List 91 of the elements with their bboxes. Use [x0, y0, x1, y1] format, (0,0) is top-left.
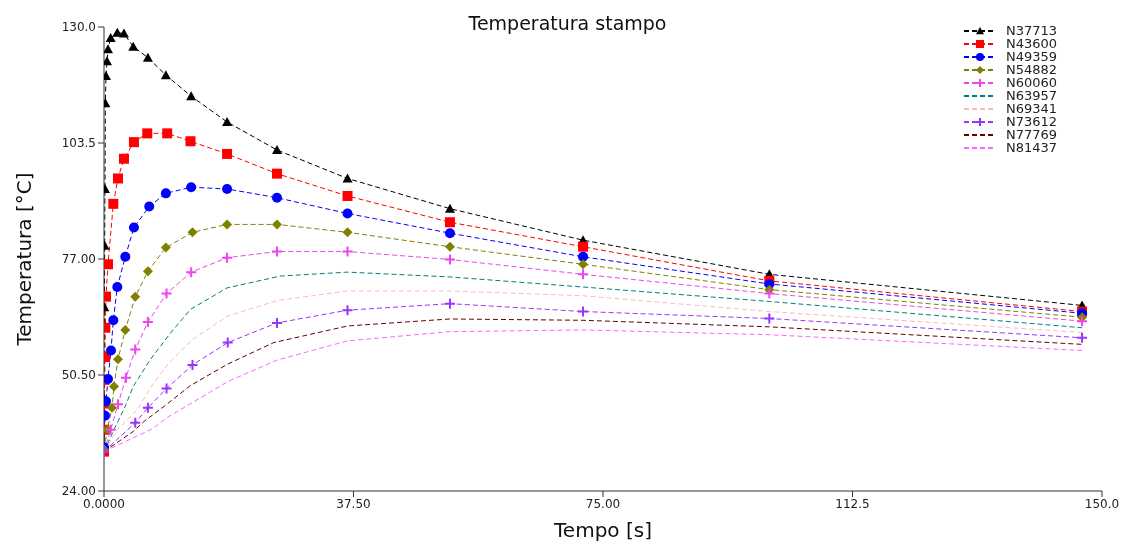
- point: [222, 183, 233, 194]
- point: [341, 304, 354, 317]
- x-axis-title: Tempo [s]: [553, 518, 652, 542]
- point: [187, 227, 198, 238]
- point: [222, 116, 233, 126]
- x-tick-label: 37.50: [336, 496, 371, 511]
- y-tick-label: 24.00: [61, 484, 96, 499]
- legend-label: N63957: [1005, 88, 1057, 103]
- point: [444, 228, 455, 239]
- point: [444, 241, 455, 252]
- point: [444, 203, 455, 213]
- point: [222, 148, 233, 159]
- point: [577, 268, 590, 281]
- legend-label: N60060: [1005, 75, 1057, 90]
- point: [160, 287, 173, 300]
- y-tick-label: 103.5: [61, 136, 96, 151]
- point: [118, 28, 129, 38]
- point: [444, 217, 455, 228]
- point: [142, 128, 153, 139]
- point: [104, 44, 113, 54]
- point: [142, 266, 153, 277]
- legend-label: N43600: [1005, 36, 1057, 51]
- legend-label: N69341: [1005, 101, 1057, 116]
- point: [111, 398, 124, 411]
- point: [119, 371, 132, 384]
- point: [185, 266, 198, 279]
- point: [763, 312, 776, 325]
- point: [1076, 315, 1089, 328]
- point: [118, 153, 129, 164]
- point: [108, 381, 119, 392]
- point: [271, 192, 282, 203]
- point: [763, 287, 776, 300]
- point: [112, 173, 123, 184]
- point: [186, 182, 197, 193]
- point: [105, 32, 116, 42]
- point: [342, 173, 353, 183]
- point: [342, 208, 353, 219]
- point: [142, 52, 153, 62]
- point: [120, 324, 131, 335]
- point: [160, 188, 171, 199]
- point: [341, 245, 354, 258]
- point: [342, 227, 353, 238]
- point: [128, 222, 139, 233]
- point: [104, 423, 117, 436]
- legend-label: N49359: [1005, 49, 1057, 64]
- y-tick-label: 130.0: [61, 20, 96, 35]
- y-tick-label: 50.50: [61, 368, 96, 383]
- point: [128, 41, 139, 51]
- x-tick-label: 0.0000: [83, 496, 125, 511]
- point: [221, 336, 234, 349]
- legend-label: N54882: [1005, 62, 1057, 77]
- y-axis-title: Temperatura [°C]: [12, 172, 37, 347]
- point: [271, 145, 282, 154]
- point: [130, 291, 141, 302]
- x-tick-label: 150.0: [1084, 496, 1120, 511]
- point: [342, 190, 353, 201]
- point: [221, 251, 234, 264]
- point: [112, 282, 123, 293]
- point: [271, 168, 282, 179]
- point: [104, 259, 113, 270]
- point: [578, 259, 589, 270]
- point: [160, 70, 171, 80]
- point: [128, 137, 139, 148]
- legend-label: N73612: [1005, 114, 1057, 129]
- point: [271, 219, 282, 230]
- point: [129, 343, 142, 356]
- point: [112, 354, 123, 365]
- y-tick-label: 77.00: [61, 252, 96, 267]
- point: [105, 345, 116, 356]
- point: [578, 251, 589, 262]
- point: [186, 91, 197, 101]
- legend-label: N77769: [1005, 127, 1057, 142]
- chart-title: Temperatura stampo: [468, 12, 667, 34]
- point: [222, 219, 233, 230]
- point: [106, 402, 117, 413]
- legend-label: N37713: [1005, 23, 1057, 38]
- point: [1076, 331, 1089, 344]
- x-tick-label: 75.00: [585, 496, 621, 511]
- point: [162, 128, 173, 139]
- point: [120, 251, 131, 262]
- point: [160, 242, 171, 253]
- point: [144, 201, 155, 212]
- point: [141, 401, 154, 414]
- x-tick-label: 112.5: [835, 496, 870, 511]
- point: [160, 382, 173, 395]
- point: [129, 416, 142, 429]
- point: [108, 198, 119, 209]
- point: [578, 241, 589, 252]
- legend-label: N81437: [1005, 140, 1057, 155]
- point: [108, 315, 119, 326]
- point: [185, 136, 196, 147]
